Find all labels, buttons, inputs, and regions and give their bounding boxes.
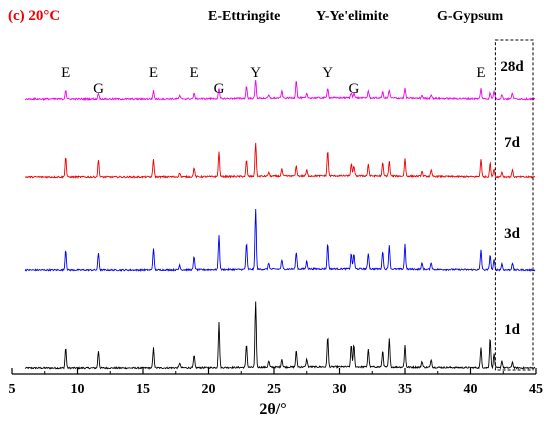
legend: E-Ettringite Y-Ye'elimite G-Gypsum [208, 9, 503, 24]
peak-annotation-G: G [348, 81, 359, 97]
peak-annotation-G: G [93, 81, 104, 97]
series-label-1d: 1d [504, 322, 521, 338]
highlight-box [494, 39, 534, 371]
x-tick-label: 30 [333, 382, 347, 397]
series-label-28d: 28d [500, 59, 524, 75]
series-layer: 1d 3d 7d 28d [24, 59, 536, 370]
x-axis-label: 2θ/° [259, 401, 286, 418]
x-tick-label: 35 [398, 382, 412, 397]
peak-annotations: EGE EGY YGE [61, 65, 485, 97]
peak-annotation-G: G [214, 81, 225, 97]
series-line-1d [24, 301, 536, 370]
legend-yeelimite: Y-Ye'elimite [316, 9, 389, 24]
x-tick-label: 45 [529, 382, 543, 397]
peak-annotation-E: E [149, 65, 158, 81]
series-line-7d [24, 142, 536, 180]
panel-label: (c) 20°C [8, 8, 60, 24]
series-label-7d: 7d [504, 135, 521, 151]
peak-annotation-Y: Y [250, 65, 261, 81]
x-tick-label: 25 [267, 382, 281, 397]
x-tick-label: 5 [9, 382, 16, 397]
x-tick-label: 20 [202, 382, 216, 397]
highlight-box-rect [494, 39, 534, 371]
x-axis: 5 10 15 20 25 30 35 40 45 [9, 368, 543, 397]
peak-annotation-Y: Y [322, 65, 333, 81]
series-label-3d: 3d [504, 226, 521, 242]
legend-ettringite: E-Ettringite [208, 9, 280, 24]
legend-gypsum: G-Gypsum [437, 9, 503, 24]
x-tick-label: 15 [136, 382, 150, 397]
series-line-28d [24, 80, 536, 102]
peak-annotation-E: E [61, 65, 70, 81]
peak-annotation-E: E [476, 65, 485, 81]
x-tick-label: 40 [464, 382, 478, 397]
peak-annotation-E: E [190, 65, 199, 81]
series-line-3d [24, 208, 536, 272]
x-tick-label: 10 [71, 382, 85, 397]
